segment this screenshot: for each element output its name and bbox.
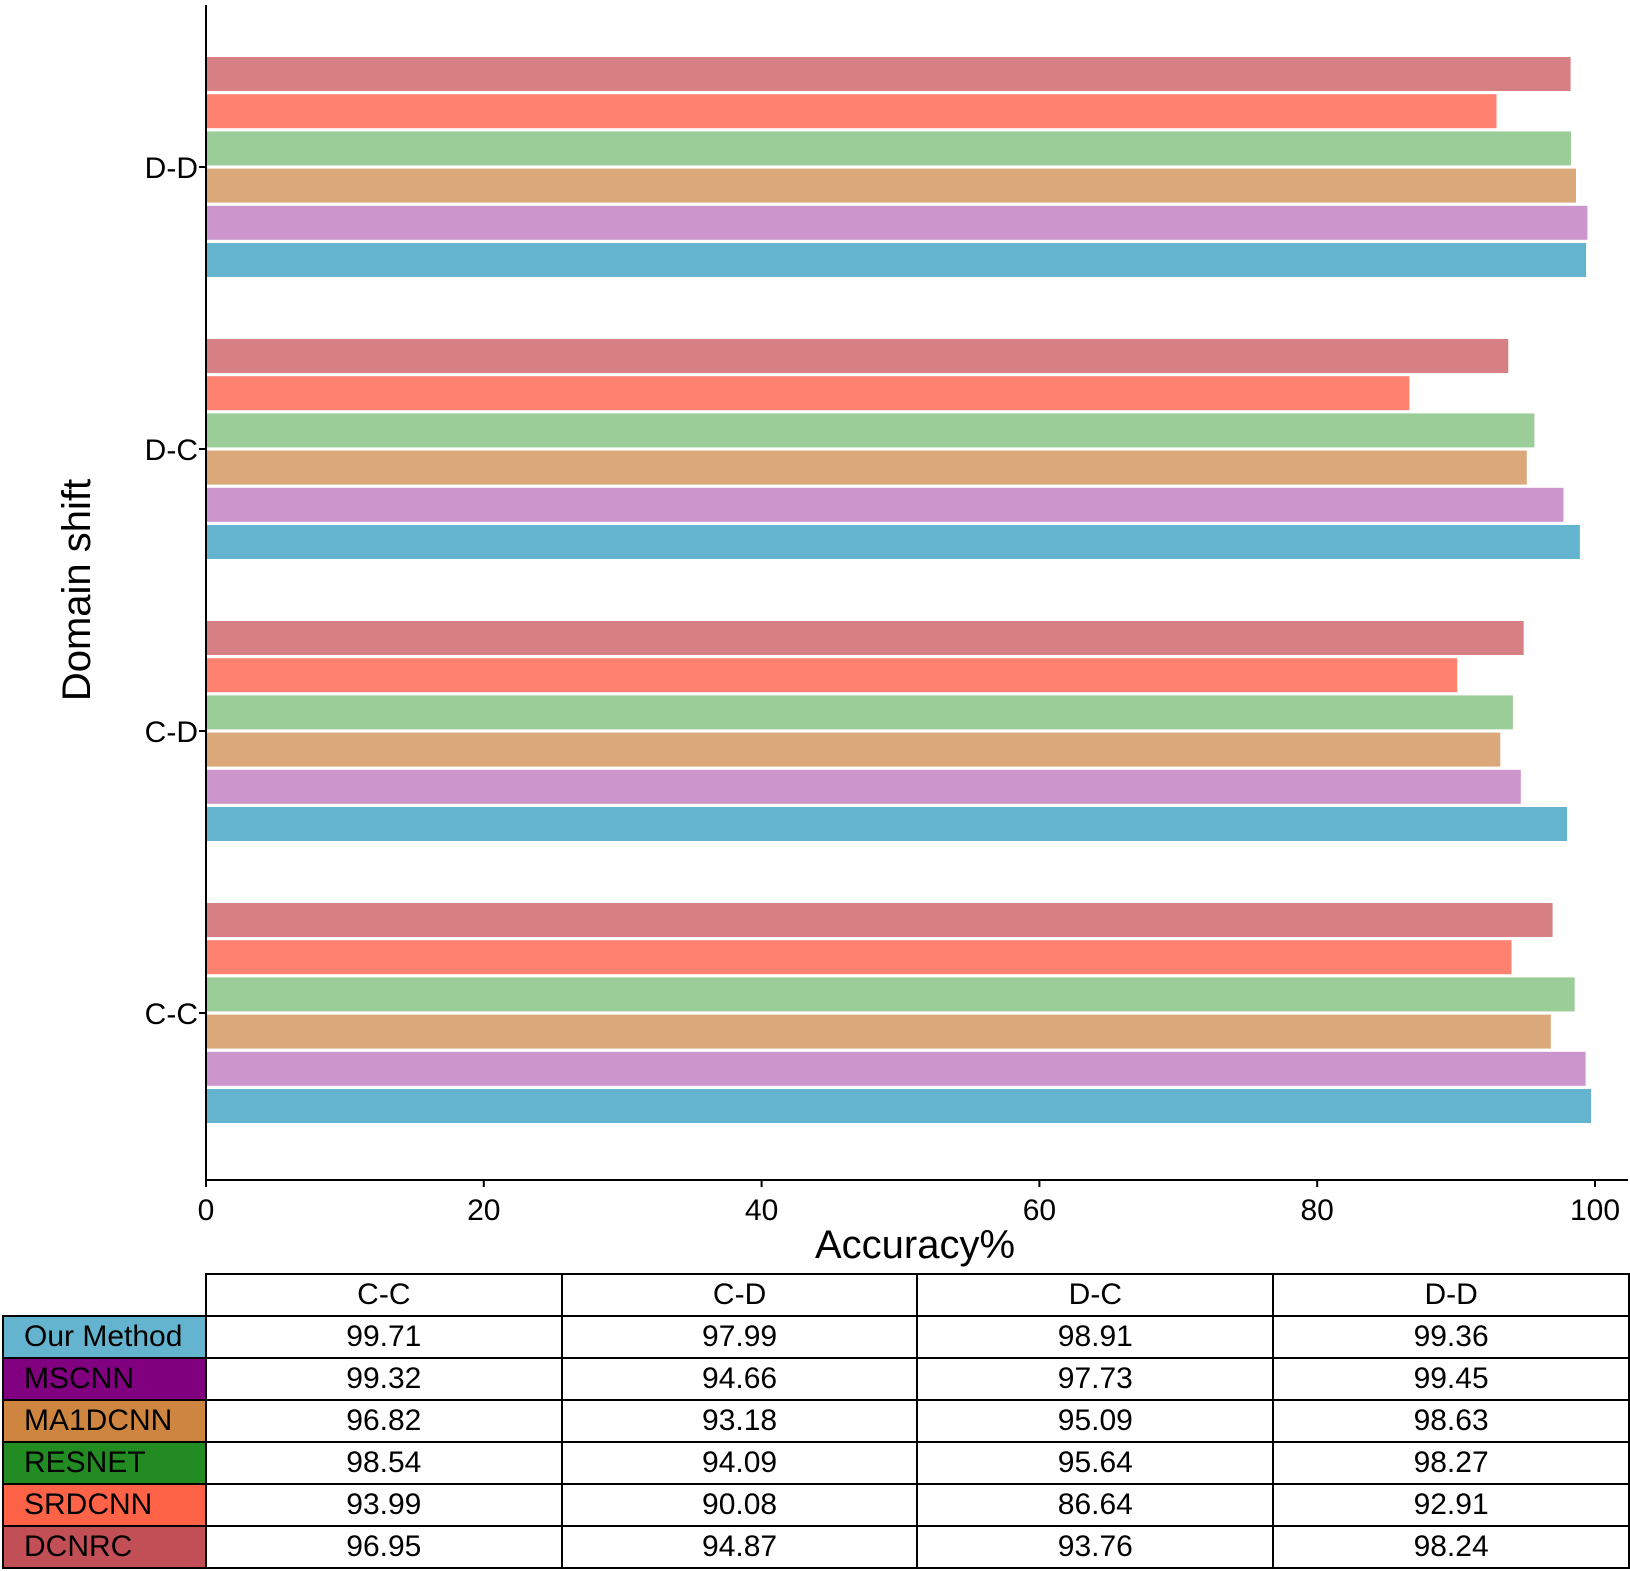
x-ticks-group: 0 20 40 60 80 100: [198, 1180, 1620, 1227]
x-tick-label: 40: [745, 1194, 778, 1227]
bar-d-d-our-method: [206, 243, 1587, 277]
bar-d-c-ma1dcnn: [206, 450, 1527, 485]
table-cell: 97.73: [916, 1357, 1275, 1401]
bar-d-d-mscnn: [206, 205, 1588, 240]
table-row: RESNET 98.54 94.09 95.64 98.27: [2, 1441, 1630, 1485]
bar-c-c-mscnn: [206, 1051, 1586, 1086]
table-cell: 98.27: [1272, 1441, 1630, 1485]
table-column-header: D-D: [1272, 1273, 1630, 1317]
table-cell: 96.95: [204, 1525, 563, 1569]
bar-c-c-resnet: [206, 977, 1575, 1012]
table-cell: 94.87: [560, 1525, 919, 1569]
table-cell: 93.18: [560, 1399, 919, 1443]
table-row-label: SRDCNN: [2, 1483, 207, 1527]
x-tick-label: 20: [467, 1194, 500, 1227]
x-tick-label: 60: [1023, 1194, 1056, 1227]
table-cell: 97.99: [560, 1315, 919, 1359]
table-cell: 98.54: [204, 1441, 563, 1485]
table-corner-cell: [3, 1274, 207, 1317]
x-tick-label: 100: [1570, 1194, 1620, 1227]
bar-d-c-resnet: [206, 413, 1535, 448]
table-row-label: MSCNN: [2, 1357, 207, 1401]
y-tick-label-d-d: D-D: [145, 152, 198, 185]
table-cell: 99.45: [1272, 1357, 1630, 1401]
bar-c-c-dcnrc: [206, 903, 1553, 937]
y-axis-label: Domain shift: [55, 479, 99, 701]
bar-c-d-our-method: [206, 807, 1568, 841]
table-column-header: D-C: [916, 1273, 1275, 1317]
bars-group: [206, 57, 1591, 1123]
table-row: Our Method 99.71 97.99 98.91 99.36: [2, 1315, 1630, 1359]
x-axis-label: Accuracy%: [815, 1223, 1015, 1267]
table-cell: 95.09: [916, 1399, 1275, 1443]
table-cell: 92.91: [1272, 1483, 1630, 1527]
y-ticks-group: C-C C-D D-C D-D: [145, 152, 206, 1031]
bar-d-c-mscnn: [206, 487, 1564, 522]
table-cell: 98.91: [916, 1315, 1275, 1359]
table-cell: 86.64: [916, 1483, 1275, 1527]
table-body: Our Method 99.71 97.99 98.91 99.36 MSCNN 99.32…: [2, 1315, 1630, 1569]
table-row-label: DCNRC: [2, 1525, 207, 1569]
bar-c-d-srdcnn: [206, 658, 1458, 693]
table-cell: 94.66: [560, 1357, 919, 1401]
table-cell: 99.32: [204, 1357, 563, 1401]
x-tick-label: 80: [1301, 1194, 1334, 1227]
table-column-header: C-C: [204, 1273, 563, 1317]
table-cell: 99.71: [204, 1315, 563, 1359]
bar-d-c-srdcnn: [206, 376, 1410, 411]
bar-d-c-our-method: [206, 525, 1580, 559]
table-cell: 98.63: [1272, 1399, 1630, 1443]
table-cell: 98.24: [1272, 1525, 1630, 1569]
x-tick-label: 0: [198, 1194, 215, 1227]
table-cell: 94.09: [560, 1441, 919, 1485]
table-cell: 93.99: [204, 1483, 563, 1527]
bar-d-d-dcnrc: [206, 57, 1571, 91]
bar-d-d-resnet: [206, 131, 1571, 166]
bar-d-d-srdcnn: [206, 94, 1497, 129]
bar-c-d-mscnn: [206, 769, 1521, 804]
bar-chart: 0 20 40 60 80 100 C-C C-D D-C D-D Accuracy% Doma…: [55, 5, 1628, 1267]
table-row: DCNRC 96.95 94.87 93.76 98.24: [2, 1525, 1630, 1569]
bar-d-d-ma1dcnn: [206, 168, 1576, 203]
bar-c-d-ma1dcnn: [206, 732, 1501, 767]
table-row-label: MA1DCNN: [2, 1399, 207, 1443]
table-cell: 95.64: [916, 1441, 1275, 1485]
y-tick-label-c-d: C-D: [145, 716, 198, 749]
table-header-row: C-C C-D D-C D-D: [3, 1273, 1630, 1317]
table-cell: 93.76: [916, 1525, 1275, 1569]
bar-c-c-srdcnn: [206, 940, 1512, 975]
bar-c-c-ma1dcnn: [206, 1014, 1551, 1049]
axes-group: [205, 5, 1628, 1181]
table-row-label: RESNET: [2, 1441, 207, 1485]
table-row: MA1DCNN 96.82 93.18 95.09 98.63: [2, 1399, 1630, 1443]
table-cell: 99.36: [1272, 1315, 1630, 1359]
y-tick-label-c-c: C-C: [145, 998, 198, 1031]
table-cell: 90.08: [560, 1483, 919, 1527]
table-row: MSCNN 99.32 94.66 97.73 99.45: [2, 1357, 1630, 1401]
data-table: C-C C-D D-C D-D Our Method 99.71 97.99 98.91 99…: [2, 1273, 1630, 1569]
table-cell: 96.82: [204, 1399, 563, 1443]
bar-c-d-resnet: [206, 695, 1513, 730]
table-row-label: Our Method: [2, 1315, 207, 1359]
table-row: SRDCNN 93.99 90.08 86.64 92.91: [2, 1483, 1630, 1527]
bar-d-c-dcnrc: [206, 339, 1509, 373]
bar-c-d-dcnrc: [206, 621, 1524, 655]
y-tick-label-d-c: D-C: [145, 434, 198, 467]
bar-c-c-our-method: [206, 1089, 1591, 1123]
table-column-header: C-D: [560, 1273, 919, 1317]
